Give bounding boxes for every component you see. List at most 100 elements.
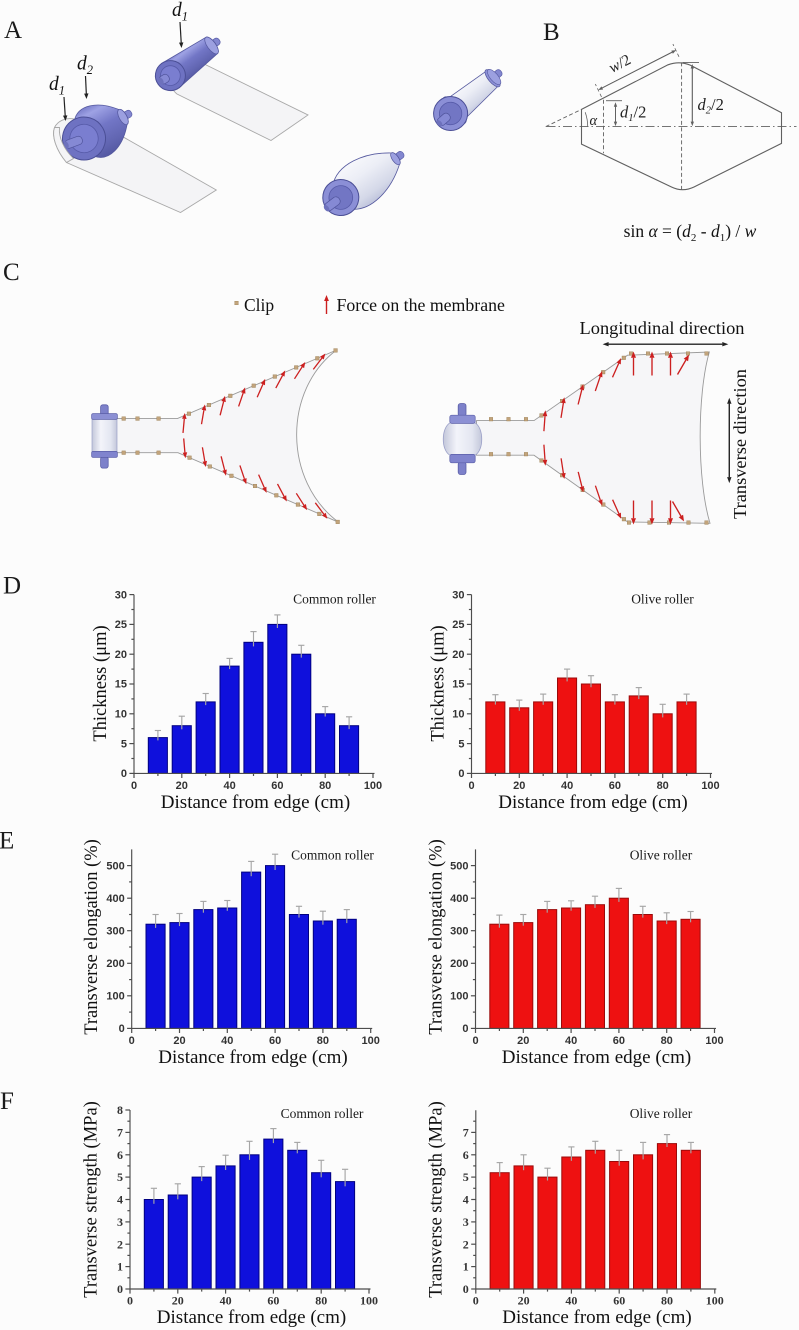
svg-text:20: 20 bbox=[173, 1035, 185, 1047]
svg-text:0: 0 bbox=[121, 768, 127, 780]
svg-text:Distance from edge (cm): Distance from edge (cm) bbox=[158, 1047, 347, 1068]
svg-text:0: 0 bbox=[131, 780, 137, 792]
svg-text:0: 0 bbox=[117, 1282, 123, 1296]
svg-text:Transverse strength (MPa): Transverse strength (MPa) bbox=[82, 1101, 102, 1298]
svg-text:100: 100 bbox=[360, 1294, 378, 1308]
svg-text:5: 5 bbox=[463, 1170, 469, 1184]
svg-text:1: 1 bbox=[117, 1260, 123, 1274]
svg-text:A: A bbox=[4, 17, 22, 44]
svg-text:200: 200 bbox=[450, 958, 468, 970]
svg-text:40: 40 bbox=[565, 1294, 577, 1308]
svg-text:0: 0 bbox=[129, 1035, 135, 1047]
svg-text:Clip: Clip bbox=[244, 295, 274, 315]
svg-text:60: 60 bbox=[267, 1294, 279, 1308]
svg-text:8: 8 bbox=[117, 1103, 123, 1117]
svg-text:Transverse elongation (%): Transverse elongation (%) bbox=[427, 839, 447, 1035]
svg-text:80: 80 bbox=[317, 1035, 329, 1047]
svg-text:40: 40 bbox=[223, 780, 235, 792]
svg-text:500: 500 bbox=[106, 860, 124, 872]
svg-text:2: 2 bbox=[463, 1237, 469, 1251]
svg-text:20: 20 bbox=[513, 780, 525, 792]
svg-text:15: 15 bbox=[115, 679, 127, 691]
svg-text:Common roller: Common roller bbox=[281, 1106, 364, 1121]
svg-text:2: 2 bbox=[117, 1237, 123, 1251]
svg-text:80: 80 bbox=[657, 780, 669, 792]
svg-text:80: 80 bbox=[661, 1294, 673, 1308]
svg-text:30: 30 bbox=[115, 589, 127, 601]
svg-text:10: 10 bbox=[452, 709, 464, 721]
svg-text:7: 7 bbox=[463, 1126, 469, 1140]
svg-text:60: 60 bbox=[613, 1035, 625, 1047]
svg-text:0: 0 bbox=[463, 1282, 469, 1296]
svg-text:Transverse strength (MPa): Transverse strength (MPa) bbox=[427, 1101, 447, 1298]
svg-text:100: 100 bbox=[362, 1035, 380, 1047]
svg-text:Transverse elongation (%): Transverse elongation (%) bbox=[82, 839, 102, 1035]
svg-text:Thickness (μm): Thickness (μm) bbox=[91, 625, 111, 741]
svg-text:4: 4 bbox=[463, 1193, 469, 1207]
svg-text:Distance from edge (cm): Distance from edge (cm) bbox=[498, 792, 687, 813]
svg-text:500: 500 bbox=[450, 860, 468, 872]
svg-text:Transverse direction: Transverse direction bbox=[730, 369, 750, 519]
svg-text:40: 40 bbox=[565, 1035, 577, 1047]
svg-text:15: 15 bbox=[452, 679, 464, 691]
svg-text:d2/2: d2/2 bbox=[698, 95, 724, 117]
svg-text:25: 25 bbox=[452, 619, 464, 631]
svg-text:100: 100 bbox=[364, 780, 382, 792]
svg-text:80: 80 bbox=[319, 780, 331, 792]
svg-text:0: 0 bbox=[127, 1294, 133, 1308]
svg-text:Olive roller: Olive roller bbox=[630, 848, 693, 863]
svg-text:100: 100 bbox=[706, 1294, 724, 1308]
svg-text:20: 20 bbox=[172, 1294, 184, 1308]
svg-text:10: 10 bbox=[115, 709, 127, 721]
svg-text:20: 20 bbox=[115, 649, 127, 661]
svg-text:100: 100 bbox=[701, 780, 719, 792]
svg-text:Longitudinal direction: Longitudinal direction bbox=[580, 318, 745, 338]
svg-text:C: C bbox=[3, 259, 20, 286]
svg-text:0: 0 bbox=[462, 1023, 468, 1035]
svg-text:0: 0 bbox=[458, 768, 464, 780]
svg-text:6: 6 bbox=[463, 1148, 469, 1162]
svg-text:E: E bbox=[0, 828, 14, 855]
svg-text:7: 7 bbox=[117, 1126, 123, 1140]
svg-text:Common roller: Common roller bbox=[291, 848, 374, 863]
svg-text:80: 80 bbox=[315, 1294, 327, 1308]
svg-text:20: 20 bbox=[176, 780, 188, 792]
svg-text:60: 60 bbox=[609, 780, 621, 792]
svg-text:25: 25 bbox=[115, 619, 127, 631]
svg-text:Distance from edge (cm): Distance from edge (cm) bbox=[502, 1047, 691, 1068]
svg-text:d1: d1 bbox=[172, 0, 188, 24]
svg-text:d1: d1 bbox=[49, 74, 65, 98]
svg-text:300: 300 bbox=[106, 926, 124, 938]
svg-text:4: 4 bbox=[117, 1193, 123, 1207]
svg-text:100: 100 bbox=[450, 991, 468, 1003]
svg-text:5: 5 bbox=[121, 738, 127, 750]
svg-text:3: 3 bbox=[463, 1215, 469, 1229]
svg-text:0: 0 bbox=[473, 1294, 479, 1308]
svg-text:60: 60 bbox=[271, 780, 283, 792]
svg-text:100: 100 bbox=[106, 991, 124, 1003]
svg-text:80: 80 bbox=[661, 1035, 673, 1047]
svg-text:20: 20 bbox=[518, 1294, 530, 1308]
svg-text:0: 0 bbox=[119, 1023, 125, 1035]
svg-text:20: 20 bbox=[517, 1035, 529, 1047]
svg-text:6: 6 bbox=[117, 1148, 123, 1162]
svg-text:d1/2: d1/2 bbox=[620, 103, 646, 125]
svg-text:Common roller: Common roller bbox=[293, 592, 376, 607]
svg-text:1: 1 bbox=[463, 1260, 469, 1274]
svg-text:5: 5 bbox=[117, 1170, 123, 1184]
svg-text:60: 60 bbox=[613, 1294, 625, 1308]
svg-text:20: 20 bbox=[452, 649, 464, 661]
svg-text:D: D bbox=[3, 573, 21, 600]
svg-text:α: α bbox=[590, 113, 598, 129]
svg-text:Force on the membrane: Force on the membrane bbox=[337, 295, 505, 315]
svg-text:30: 30 bbox=[452, 589, 464, 601]
svg-text:Olive roller: Olive roller bbox=[631, 592, 694, 607]
svg-text:sin α = (d2 - d1) / w: sin α = (d2 - d1) / w bbox=[624, 221, 757, 244]
svg-text:Distance from edge (cm): Distance from edge (cm) bbox=[157, 1307, 346, 1328]
svg-text:40: 40 bbox=[221, 1035, 233, 1047]
svg-text:60: 60 bbox=[269, 1035, 281, 1047]
svg-text:40: 40 bbox=[220, 1294, 232, 1308]
svg-text:0: 0 bbox=[472, 1035, 478, 1047]
svg-text:Distance from edge (cm): Distance from edge (cm) bbox=[161, 792, 350, 813]
svg-text:w/2: w/2 bbox=[606, 51, 634, 76]
